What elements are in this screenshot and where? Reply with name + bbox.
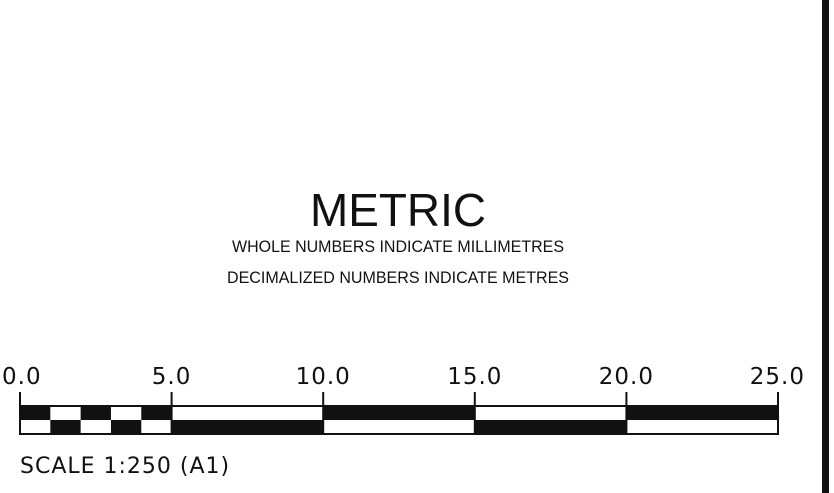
tick-label: 5.0 <box>152 364 192 390</box>
millimetres-note: WHOLE NUMBERS INDICATE MILLIMETRES <box>232 237 564 256</box>
coarse-segment-bottom <box>171 420 324 434</box>
tick-label: 15.0 <box>447 364 502 390</box>
coarse-segment-bottom <box>323 420 475 434</box>
fine-segment-bottom <box>81 420 111 434</box>
scale-tick-labels: 0.0 5.0 10.0 15.0 20.0 25.0 <box>2 364 805 390</box>
coarse-segment-top <box>626 406 778 420</box>
fine-segment-bottom <box>50 420 81 434</box>
scale-note: SCALE 1:250 (A1) <box>20 454 230 479</box>
coarse-segment-top <box>323 406 475 420</box>
fine-segment-bottom <box>20 420 50 434</box>
metres-note: DECIMALIZED NUMBERS INDICATE METRES <box>227 268 569 287</box>
frame-border-line <box>822 0 829 493</box>
coarse-segment-top <box>172 406 324 420</box>
fine-segment-top <box>20 406 51 420</box>
tick-label: 25.0 <box>750 364 805 390</box>
fine-segment-top <box>50 406 80 420</box>
tick-label: 0.0 <box>2 364 42 390</box>
coarse-segment-bottom <box>474 420 627 434</box>
fine-segment-bottom <box>141 420 171 434</box>
tick-label: 20.0 <box>599 364 654 390</box>
fine-segment-top <box>111 406 141 420</box>
fine-segment-top <box>141 406 172 420</box>
scale-bar <box>19 392 779 435</box>
tick-label: 10.0 <box>296 364 351 390</box>
coarse-segment-bottom <box>626 420 778 434</box>
coarse-segment-top <box>475 406 627 420</box>
metric-title: METRIC <box>310 184 486 236</box>
fine-segment-bottom <box>110 420 142 434</box>
fine-segment-top <box>80 406 111 420</box>
